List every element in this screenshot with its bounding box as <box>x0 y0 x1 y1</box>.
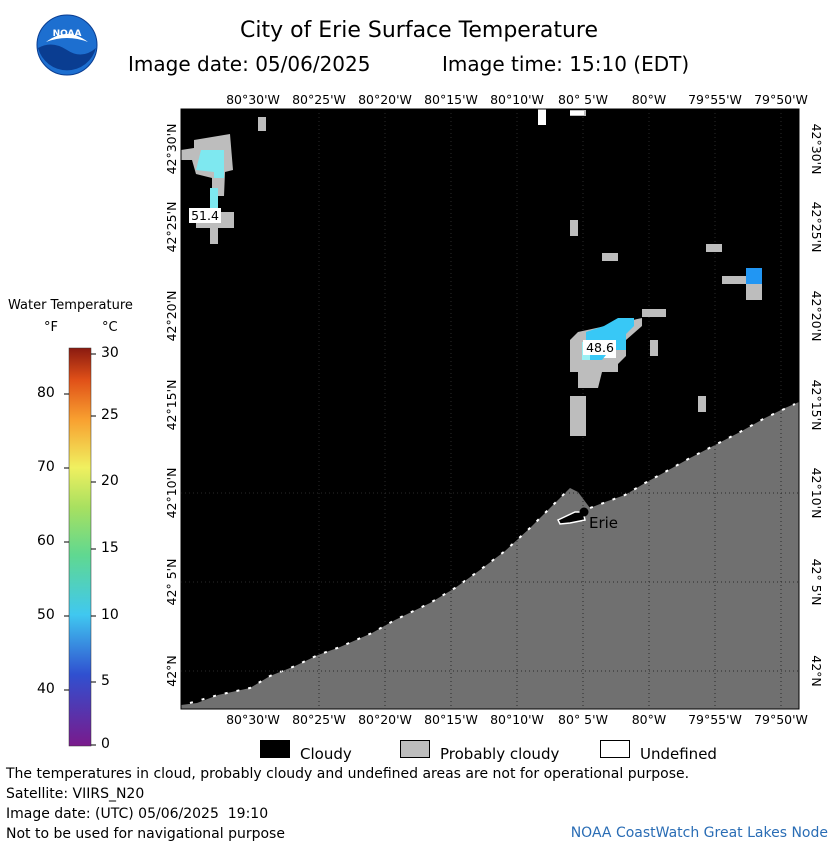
svg-text:80° 5'W: 80° 5'W <box>558 712 608 727</box>
c-tick-label: 10 <box>101 607 119 623</box>
svg-text:42°25'N: 42°25'N <box>164 202 179 253</box>
colorbar-ticks <box>64 353 96 746</box>
nav-warning: Not to be used for navigational purpose <box>6 826 285 842</box>
f-tick-label: 70 <box>37 459 55 475</box>
unit-celsius: °C <box>102 320 118 335</box>
colorbar-title: Water Temperature <box>8 298 133 313</box>
lon-labels-bottom: 80°30'W 80°25'W 80°20'W 80°15'W 80°10'W … <box>226 712 808 727</box>
utc-date: Image date: (UTC) 05/06/2025 19:10 <box>6 806 269 822</box>
svg-text:42°N: 42°N <box>809 655 824 687</box>
legend-swatch-cloudy <box>260 740 290 758</box>
land-area <box>181 402 799 709</box>
svg-text:80° 5'W: 80° 5'W <box>558 92 608 107</box>
svg-text:42°15'N: 42°15'N <box>164 380 179 431</box>
disclaimer: The temperatures in cloud, probably clou… <box>6 766 690 782</box>
image-date: Image date: 05/06/2025 <box>128 52 371 76</box>
legend-probably-cloudy: Probably cloudy <box>440 745 560 763</box>
svg-text:79°55'W: 79°55'W <box>688 92 742 107</box>
logo-text: NOAA <box>53 29 82 39</box>
legend-swatch-probably-cloudy <box>400 740 430 758</box>
c-tick-label: 5 <box>101 673 110 689</box>
f-tick-label: 40 <box>37 681 55 697</box>
svg-text:80°25'W: 80°25'W <box>292 92 346 107</box>
svg-text:42°20'N: 42°20'N <box>809 291 824 342</box>
temp-label: 48.6 <box>586 340 614 355</box>
unit-fahrenheit: °F <box>44 320 58 335</box>
svg-text:80°10'W: 80°10'W <box>490 92 544 107</box>
svg-text:80°15'W: 80°15'W <box>424 712 478 727</box>
temp-label-51-4: 51.4 <box>189 208 221 223</box>
page-title: City of Erie Surface Temperature <box>239 18 599 43</box>
temp-label: 51.4 <box>191 208 219 223</box>
svg-text:80°25'W: 80°25'W <box>292 712 346 727</box>
svg-text:42°25'N: 42°25'N <box>809 202 824 253</box>
svg-text:80°W: 80°W <box>632 712 667 727</box>
temp-label-48-6: 48.6 <box>583 340 616 355</box>
lon-labels-top: 80°30'W 80°25'W 80°20'W 80°15'W 80°10'W … <box>226 92 808 107</box>
svg-text:42°20'N: 42°20'N <box>164 291 179 342</box>
city-label: Erie <box>589 514 618 532</box>
f-tick-label: 60 <box>37 533 55 549</box>
svg-text:80°30'W: 80°30'W <box>226 92 280 107</box>
svg-text:42°10'N: 42°10'N <box>164 468 179 519</box>
svg-text:80°15'W: 80°15'W <box>424 92 478 107</box>
svg-text:42°30'N: 42°30'N <box>809 124 824 175</box>
svg-text:79°50'W: 79°50'W <box>754 92 808 107</box>
svg-text:79°50'W: 79°50'W <box>754 712 808 727</box>
f-tick-label: 80 <box>37 385 55 401</box>
c-tick-label: 20 <box>101 473 119 489</box>
c-tick-label: 30 <box>101 345 119 361</box>
lat-labels-left: 42°30'N 42°25'N 42°20'N 42°15'N 42°10'N … <box>164 124 179 687</box>
c-tick-label: 0 <box>101 736 110 752</box>
svg-text:80°30'W: 80°30'W <box>226 712 280 727</box>
credit: NOAA CoastWatch Great Lakes Node <box>570 825 828 841</box>
legend-swatch-undefined <box>600 740 630 758</box>
c-tick-label: 15 <box>101 540 119 556</box>
f-tick-label: 50 <box>37 607 55 623</box>
svg-text:42°10'N: 42°10'N <box>809 468 824 519</box>
svg-text:42°15'N: 42°15'N <box>809 380 824 431</box>
svg-text:80°20'W: 80°20'W <box>358 712 412 727</box>
colorbar <box>68 347 92 747</box>
erie-marker <box>579 507 589 517</box>
erie-shoreline <box>556 511 586 525</box>
svg-text:80°20'W: 80°20'W <box>358 92 412 107</box>
legend-cloudy: Cloudy <box>300 745 352 763</box>
svg-text:42° 5'N: 42° 5'N <box>164 559 179 606</box>
image-time: Image time: 15:10 (EDT) <box>442 52 690 76</box>
svg-text:42°30'N: 42°30'N <box>164 124 179 175</box>
svg-text:80°W: 80°W <box>632 92 667 107</box>
c-tick-label: 25 <box>101 407 119 423</box>
satellite: Satellite: VIIRS_N20 <box>6 786 145 802</box>
svg-text:42° 5'N: 42° 5'N <box>809 559 824 606</box>
lat-labels-right: 42°30'N 42°25'N 42°20'N 42°15'N 42°10'N … <box>809 124 824 687</box>
svg-text:42°N: 42°N <box>164 655 179 687</box>
legend-undefined: Undefined <box>640 745 717 763</box>
noaa-logo: NOAA <box>36 14 98 76</box>
svg-text:79°55'W: 79°55'W <box>688 712 742 727</box>
svg-text:80°10'W: 80°10'W <box>490 712 544 727</box>
